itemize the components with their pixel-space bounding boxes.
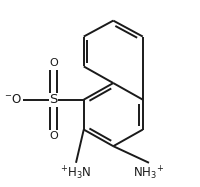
Text: S: S: [49, 93, 58, 106]
Text: O: O: [49, 58, 58, 68]
Text: $^{+}$H$_3$N: $^{+}$H$_3$N: [60, 165, 92, 182]
Text: $^{-}$O: $^{-}$O: [4, 93, 22, 106]
Text: NH$_3$$^{+}$: NH$_3$$^{+}$: [133, 165, 165, 182]
Text: O: O: [49, 131, 58, 141]
